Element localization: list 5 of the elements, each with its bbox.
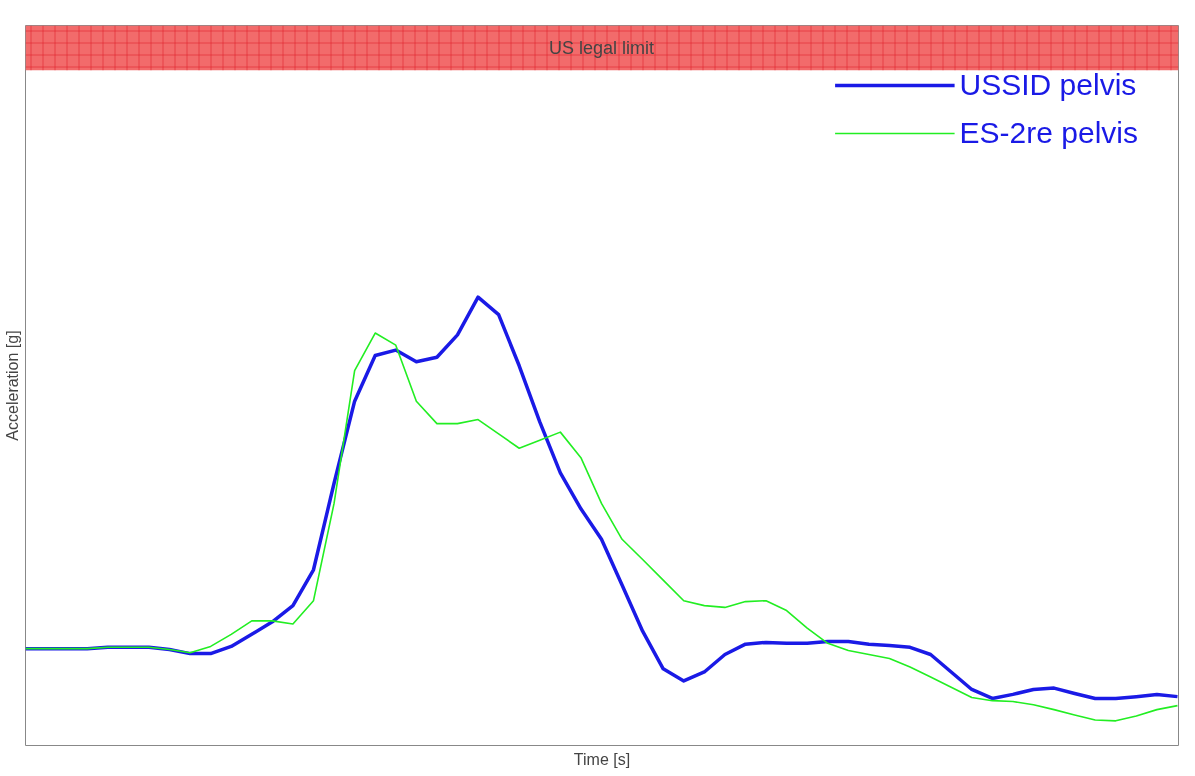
legend-label: ES-2re pelvis	[959, 115, 1138, 151]
y-axis-title: Acceleration [g]	[3, 330, 21, 441]
band-label: US legal limit	[548, 37, 654, 58]
x-axis-title: Time [s]	[573, 750, 631, 768]
legend-label: USSID pelvis	[959, 67, 1137, 103]
